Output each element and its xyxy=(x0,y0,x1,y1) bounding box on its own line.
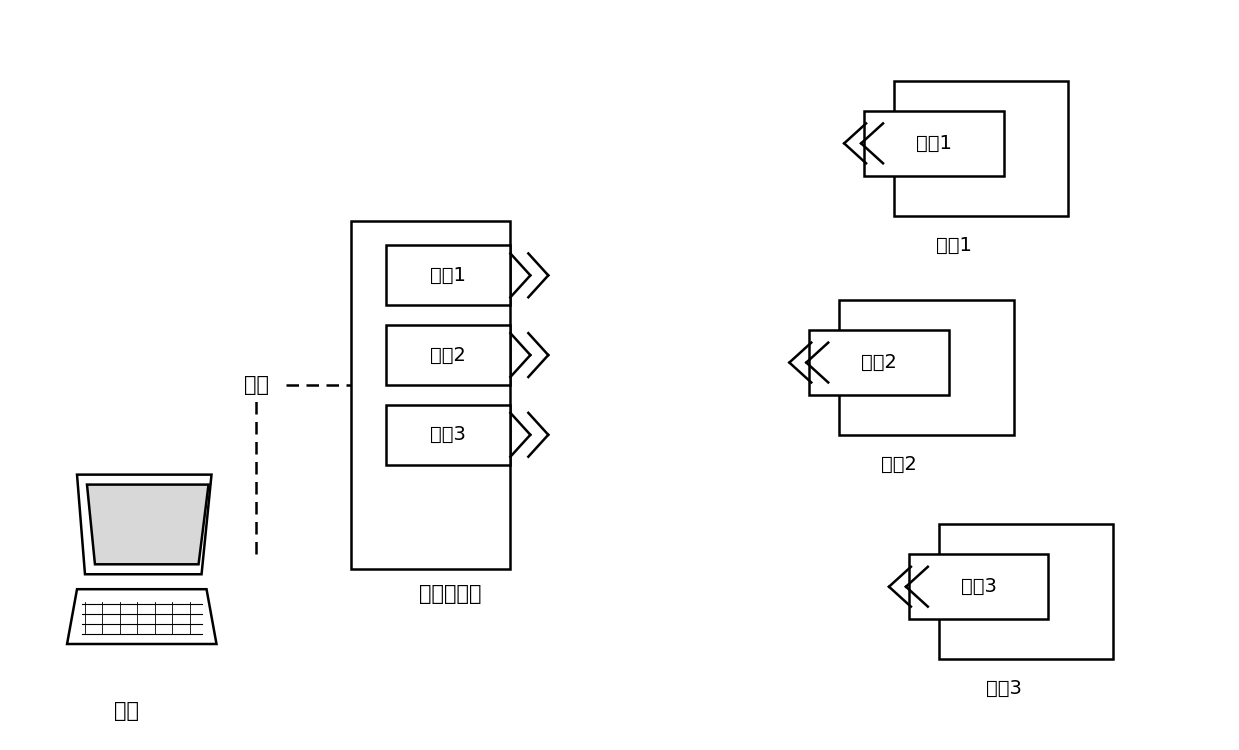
Text: 信道1: 信道1 xyxy=(430,266,466,285)
Bar xyxy=(809,330,949,395)
Bar xyxy=(909,554,1048,619)
Bar xyxy=(939,524,1113,659)
Bar xyxy=(839,300,1014,435)
Bar xyxy=(385,326,510,385)
Text: 信道2: 信道2 xyxy=(430,346,466,364)
Text: 电脑: 电脑 xyxy=(114,700,139,721)
Text: 三射频基站: 三射频基站 xyxy=(419,584,482,604)
Text: 接口: 接口 xyxy=(244,375,269,395)
Bar xyxy=(385,405,510,465)
Text: 信道2: 信道2 xyxy=(861,353,897,372)
Bar xyxy=(864,111,1004,176)
Bar xyxy=(351,220,510,569)
Text: 标签2: 标签2 xyxy=(881,455,917,474)
Text: 标签3: 标签3 xyxy=(986,680,1021,698)
Polygon shape xyxy=(77,475,212,574)
Bar xyxy=(385,245,510,305)
Text: 信道1: 信道1 xyxy=(916,134,952,153)
Text: 信道3: 信道3 xyxy=(960,578,996,596)
Text: 标签1: 标签1 xyxy=(935,236,971,255)
Polygon shape xyxy=(67,590,217,644)
Polygon shape xyxy=(87,484,208,564)
Bar xyxy=(895,81,1068,215)
Text: 信道3: 信道3 xyxy=(430,425,466,444)
